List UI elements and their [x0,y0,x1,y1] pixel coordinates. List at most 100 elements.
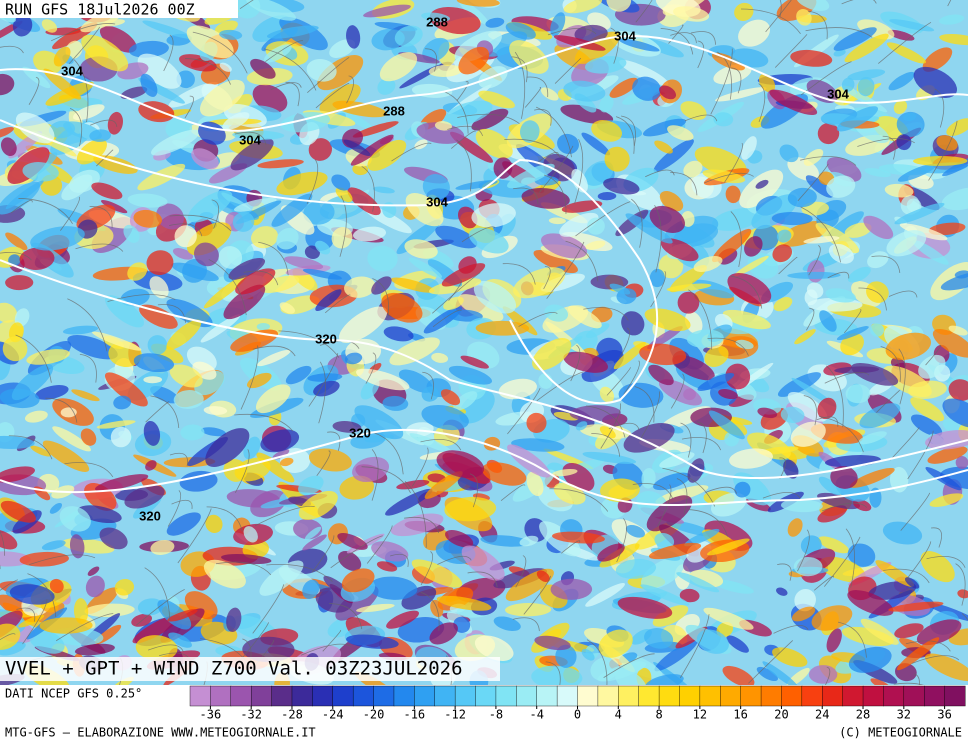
colorbar-swatch [475,685,497,707]
vvel-cell [421,404,469,431]
streamline [538,151,559,163]
vvel-cell [302,579,320,599]
vvel-cell [779,144,799,163]
vvel-cell [5,232,28,251]
vvel-cell [548,217,566,225]
streamline [545,661,561,685]
vvel-cell [200,314,241,343]
vvel-cell [250,58,276,79]
vvel-cell [927,446,968,464]
vvel-cell [941,187,968,211]
vvel-cell [939,33,968,46]
vvel-cell [127,193,168,208]
vvel-cell [146,250,174,276]
vvel-cell [303,200,335,225]
vvel-cell [910,414,943,437]
streamline [930,527,942,548]
vvel-cell [739,169,784,209]
vvel-cell [924,653,968,682]
vvel-cell [398,369,433,393]
streamline [821,502,868,512]
streamline [150,395,180,429]
streamline [361,466,411,494]
vvel-cell [376,561,398,572]
vvel-cell [659,452,695,468]
contour-label: 320 [349,425,371,440]
vvel-cell [93,155,138,174]
streamline [880,346,901,382]
vvel-cell [257,159,304,169]
streamline [339,195,347,257]
vvel-cell [893,100,908,114]
vvel-cell [233,197,277,212]
colorbar-tick-label: -24 [322,708,344,722]
vvel-cell [0,641,26,656]
vvel-cell [673,223,719,248]
vvel-cell [896,637,940,671]
vvel-cell [729,448,773,469]
vvel-cell [319,83,361,115]
vvel-cell [725,363,751,390]
vvel-cell [942,153,968,177]
streamline [623,360,640,395]
vvel-cell [480,535,530,547]
colorbar-swatch [312,685,334,707]
streamline [90,119,118,128]
vvel-cell [787,518,803,537]
vvel-cell [864,168,891,178]
vvel-cell [585,240,606,250]
vvel-cell [135,635,178,661]
streamline [234,414,294,432]
streamline [390,553,409,568]
colorbar-swatch [760,685,782,707]
streamline [845,528,855,588]
vvel-cell [156,203,185,230]
vvel-cell [666,283,712,292]
vvel-cell [531,665,583,685]
streamline [512,617,540,632]
vvel-cell [776,587,788,596]
streamline [307,57,350,94]
vvel-cell [372,186,395,194]
vvel-cell [367,245,398,272]
vvel-cell [684,528,720,547]
vvel-cell [598,629,633,658]
streamline [762,491,801,499]
vvel-cell [712,579,754,594]
colorbar-swatch [781,685,803,707]
vvel-cell [587,217,605,235]
vvel-cell [623,423,675,453]
streamline [800,206,842,263]
vvel-cell [603,177,640,195]
vvel-cell [609,77,639,98]
colorbar-tick-label: 0 [574,708,581,722]
vvel-cell [632,76,661,101]
vvel-cell [722,309,771,330]
vvel-cell [396,479,430,490]
vvel-cell [840,85,888,113]
vvel-cell [910,397,945,422]
vvel-cell [948,325,968,336]
vvel-cell [0,73,15,96]
vvel-cell [711,52,745,71]
run-box [0,0,238,18]
colorbar-swatch [699,685,721,707]
streamline [8,435,53,460]
vvel-cell [390,513,444,537]
vvel-cell [868,581,917,600]
vvel-cell [18,614,45,628]
vvel-cell [137,53,182,89]
streamline [89,206,113,229]
vvel-cell [889,19,935,32]
title-box [0,657,500,681]
vvel-cell [640,584,690,606]
vvel-cell [581,648,595,661]
streamline [824,372,870,384]
streamline [507,387,541,435]
vvel-cell [223,458,248,482]
streamline [144,567,171,622]
vvel-cell [853,499,872,512]
vvel-cell [457,294,504,322]
vvel-cell [794,329,816,345]
vvel-cell [386,610,420,629]
